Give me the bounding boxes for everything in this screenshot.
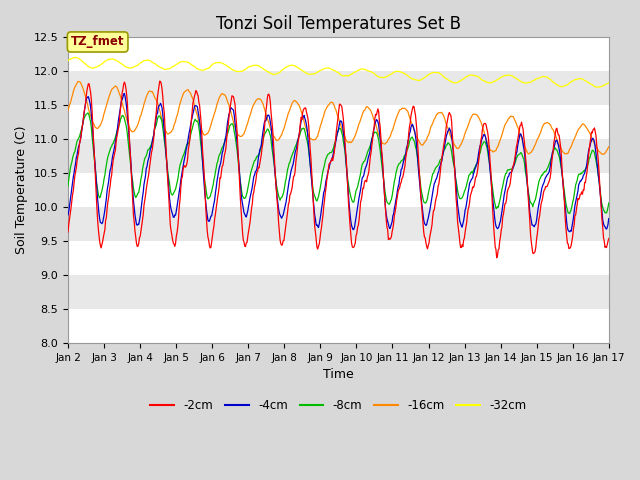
Bar: [68, 241, 609, 275]
Bar: [68, 139, 609, 173]
Text: TZ_fmet: TZ_fmet: [71, 36, 124, 48]
Legend: -2cm, -4cm, -8cm, -16cm, -32cm: -2cm, -4cm, -8cm, -16cm, -32cm: [146, 395, 531, 417]
Bar: [68, 207, 609, 241]
Bar: [68, 37, 609, 71]
Bar: [68, 105, 609, 139]
Bar: [68, 309, 609, 343]
Bar: [68, 173, 609, 207]
Bar: [68, 275, 609, 309]
Bar: [68, 71, 609, 105]
Title: Tonzi Soil Temperatures Set B: Tonzi Soil Temperatures Set B: [216, 15, 461, 33]
X-axis label: Time: Time: [323, 368, 354, 381]
Y-axis label: Soil Temperature (C): Soil Temperature (C): [15, 126, 28, 254]
